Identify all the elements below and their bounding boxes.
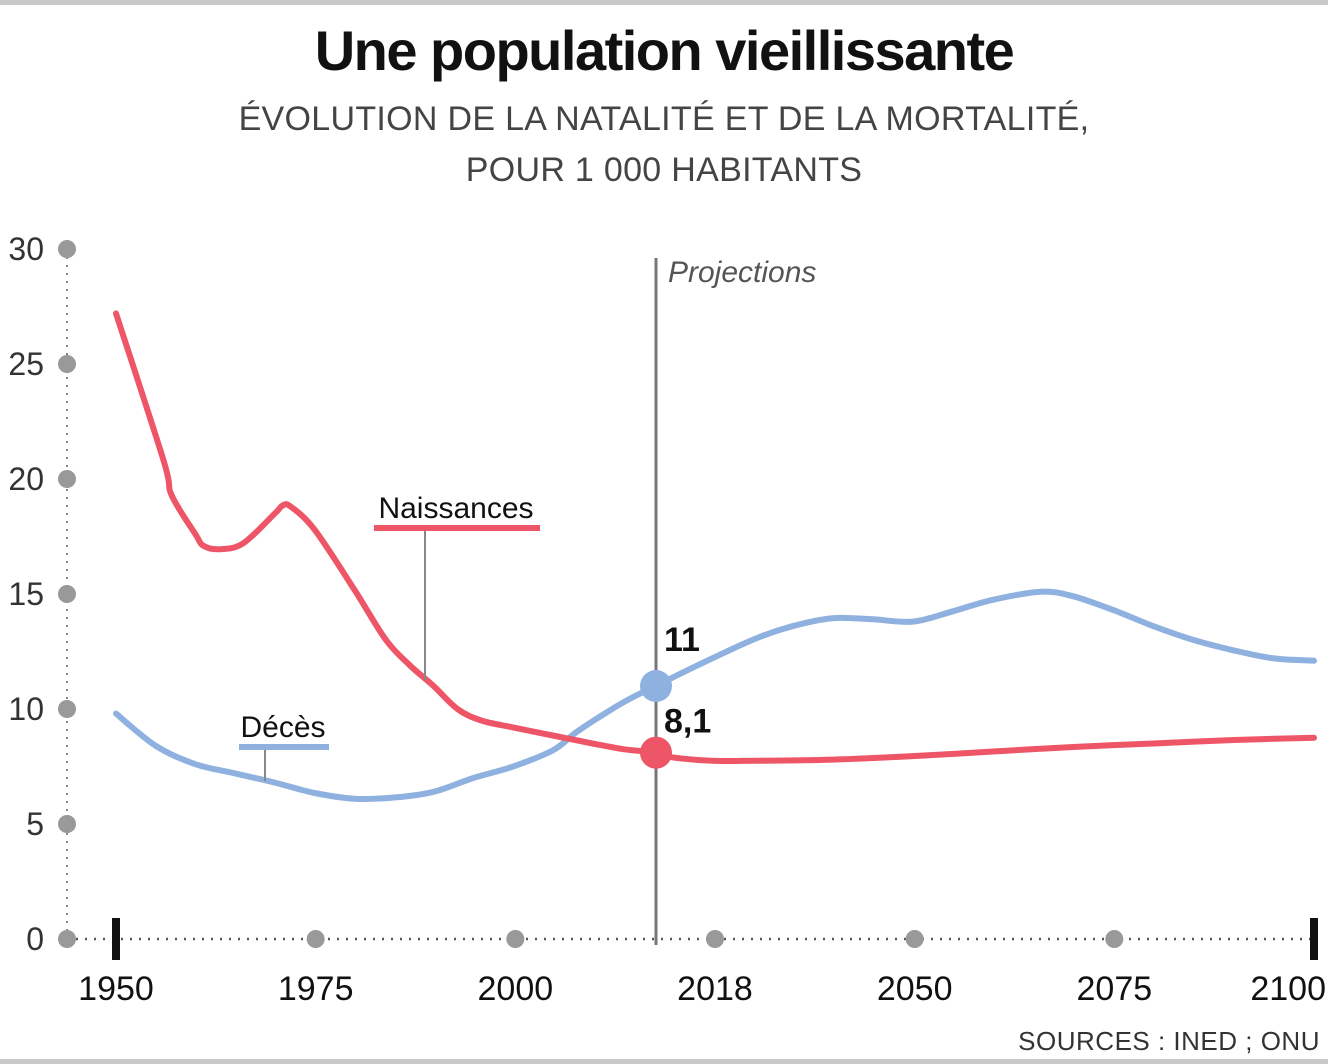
y-tick-label: 25 xyxy=(8,346,44,382)
y-tick-dot xyxy=(58,240,76,258)
x-tick-label: 2100 xyxy=(1250,970,1326,1008)
series-lines xyxy=(113,310,1317,803)
value-label-deces: 11 xyxy=(664,621,700,659)
series-callouts: Naissances Décès xyxy=(239,492,540,781)
series-label-deces: Décès xyxy=(240,711,325,744)
x-tick-dot xyxy=(706,930,724,948)
x-tick-dot xyxy=(306,930,325,948)
highlight-point-naissances xyxy=(640,736,672,769)
frame-bottom-border xyxy=(0,1059,1328,1064)
highlight-points: 118,1 xyxy=(640,621,711,769)
source-note: SOURCES : INED ; ONU xyxy=(1018,1026,1320,1056)
y-tick-dot xyxy=(58,815,76,833)
frame-top-border xyxy=(0,0,1328,5)
y-tick-label: 0 xyxy=(26,921,44,957)
axes: 0 5 10 15 20 25 30 1950 1975 2000 2018 2050 2075 2100 xyxy=(8,231,1326,1008)
y-tick-dot xyxy=(58,700,76,718)
y-tick-dot xyxy=(58,355,76,373)
y-tick-label: 20 xyxy=(8,461,44,497)
x-tick-label: 2018 xyxy=(677,970,753,1008)
x-tick-label: 2000 xyxy=(478,970,554,1008)
series-line-naissances xyxy=(113,310,1317,765)
chart-subtitle-line2: POUR 1 000 HABITANTS xyxy=(465,151,863,189)
x-tick-label: 2050 xyxy=(877,970,953,1008)
x-tick-label: 1975 xyxy=(278,970,354,1008)
y-tick-dot xyxy=(58,930,76,948)
projection-label: Projections xyxy=(668,256,816,289)
x-tick-dot xyxy=(1105,930,1124,948)
y-tick-label: 30 xyxy=(8,231,44,267)
y-tick-dot xyxy=(58,470,76,488)
series-line-deces xyxy=(113,588,1317,803)
x-tick-bar xyxy=(1310,918,1318,960)
x-tick-bar xyxy=(112,918,120,960)
chart-subtitle-line1: ÉVOLUTION DE LA NATALITÉ ET DE LA MORTAL… xyxy=(238,100,1090,138)
x-tick-dot xyxy=(905,930,924,948)
x-tick-label: 1950 xyxy=(78,970,154,1008)
x-tick-dot xyxy=(506,930,525,948)
chart-title: Une population vieillissante xyxy=(314,19,1015,82)
x-tick-label: 2075 xyxy=(1077,970,1153,1008)
y-tick-label: 10 xyxy=(8,691,44,727)
series-label-naissances: Naissances xyxy=(378,492,533,525)
y-tick-label: 15 xyxy=(8,576,44,612)
highlight-point-deces xyxy=(640,670,672,702)
y-tick-dot xyxy=(58,585,76,603)
projection-marker: Projections xyxy=(654,256,816,945)
y-tick-label: 5 xyxy=(26,806,44,842)
value-label-naissances: 8,1 xyxy=(664,703,711,741)
